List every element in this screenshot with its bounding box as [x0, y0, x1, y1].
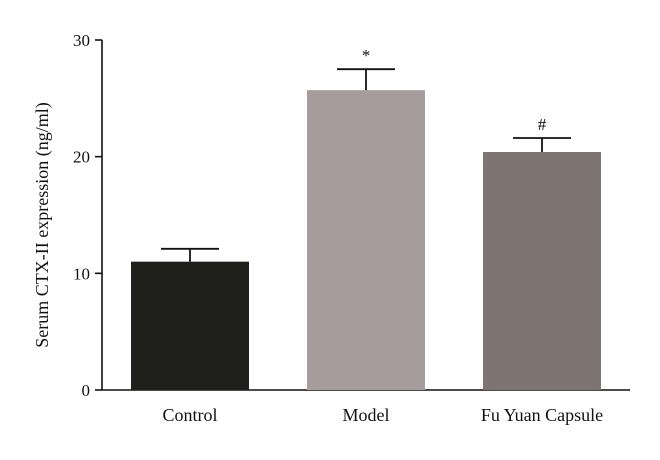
bars: *# — [131, 46, 601, 391]
x-category-label: Fu Yuan Capsule — [481, 405, 603, 425]
bar-fu-yuan-capsule — [483, 152, 601, 390]
y-ticks: 0 10 20 30 — [73, 31, 102, 400]
x-labels: Control Model Fu Yuan Capsule — [162, 405, 603, 425]
significance-marker: * — [362, 46, 371, 65]
y-tick-label: 10 — [73, 264, 90, 283]
x-category-label: Control — [162, 405, 217, 425]
y-tick-label: 0 — [82, 381, 91, 400]
bar-control — [131, 261, 249, 390]
y-tick-label: 20 — [73, 148, 90, 167]
y-tick-label: 30 — [73, 31, 90, 50]
significance-marker: # — [538, 115, 547, 134]
bar-model — [307, 90, 425, 391]
x-category-label: Model — [343, 405, 390, 425]
y-axis-title: Serum CTX-II expression (ng/ml) — [32, 102, 53, 347]
